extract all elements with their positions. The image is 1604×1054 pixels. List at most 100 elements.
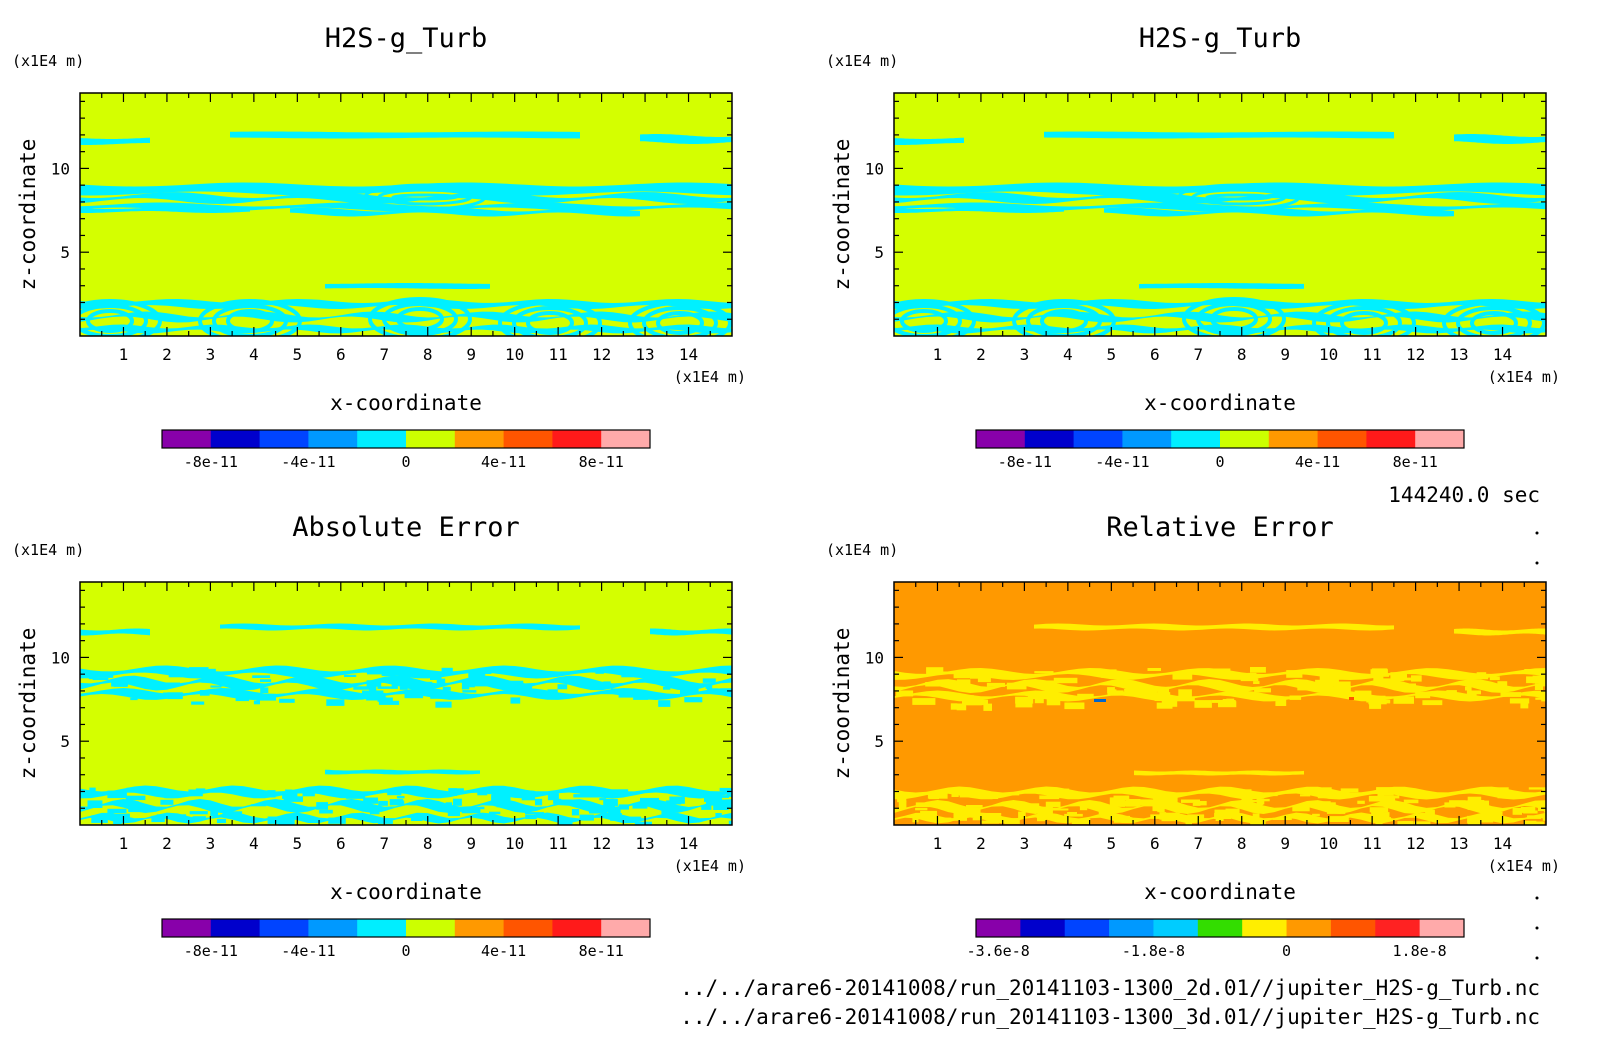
colorbar-swatch (601, 919, 651, 937)
colorbar-tick-label: 4e-11 (481, 453, 526, 471)
panel-1: H2S-g_Turb(x1E4 m)1 2 3 4 5 6 7 8 9 10 11 12 13 14510… (12, 23, 746, 471)
colorbar-swatch (357, 919, 407, 937)
x-tick-label: 4 (1063, 834, 1073, 853)
colorbar-tick-label: 0 (1215, 453, 1224, 471)
colorbar-tick-label: 4e-11 (1295, 453, 1340, 471)
x-tick-label: 5 (1107, 345, 1117, 364)
x-tick-label: 11 (1363, 345, 1382, 364)
colorbar-swatch (1020, 919, 1066, 937)
y-axis-label: z-coordinate (830, 139, 854, 291)
x-tick-label: 1 (933, 345, 943, 364)
y-tick-label: 10 (865, 159, 884, 178)
y-axis-label: z-coordinate (16, 628, 40, 780)
y-tick-label: 5 (60, 243, 70, 262)
x-tick-label: 14 (679, 834, 698, 853)
colorbar-swatch (406, 919, 456, 937)
x-tick-label: 3 (206, 345, 216, 364)
x-tick-label: 12 (1406, 834, 1425, 853)
colorbar-swatch (552, 919, 602, 937)
colorbar-swatch (601, 430, 651, 448)
colorbar-frame (975, 918, 1465, 938)
colorbar-frame (161, 429, 651, 449)
colorbar-tick-label: -1.8e-8 (1122, 942, 1185, 960)
x-tick-label: 2 (976, 834, 986, 853)
x-tick-label: 4 (249, 345, 259, 364)
heatmap-field (894, 93, 1546, 336)
colorbar-tick-label: 4e-11 (481, 942, 526, 960)
x-axis-label: x-coordinate (1144, 880, 1296, 904)
colorbar-swatch (1366, 430, 1416, 448)
colorbar-swatch (976, 430, 1026, 448)
source-file-3d: ../../arare6-20141008/run_20141103-1300_… (680, 1005, 1540, 1029)
y-tick-label: 5 (874, 732, 884, 751)
x-tick-label: 9 (466, 345, 476, 364)
heatmap-field (80, 93, 732, 336)
colorbar-tick-label: 0 (401, 942, 410, 960)
colorbar-tick-label: -3.6e-8 (967, 942, 1030, 960)
x-tick-label: 11 (1363, 834, 1382, 853)
panel-2: H2S-g_Turb(x1E4 m)1 2 3 4 5 6 7 8 9 10 11 12 13 14510… (826, 23, 1560, 471)
chart-title: H2S-g_Turb (325, 23, 488, 54)
x-tick-label: 6 (1150, 345, 1160, 364)
y-unit-label: (x1E4 m) (12, 541, 84, 559)
x-tick-label: 10 (505, 834, 524, 853)
x-tick-label: 6 (1150, 834, 1160, 853)
colorbar-swatch (162, 919, 212, 937)
colorbar-swatch (1024, 430, 1075, 448)
x-tick-label: 1 (119, 345, 129, 364)
x-tick-label: 9 (466, 834, 476, 853)
x-tick-label: 2 (162, 834, 172, 853)
colorbar-swatch (259, 430, 309, 448)
heatmap-field (894, 582, 1546, 825)
y-tick-label: 10 (51, 648, 70, 667)
y-unit-label: (x1E4 m) (12, 52, 84, 70)
x-tick-label: 2 (976, 345, 986, 364)
x-tick-label: 8 (423, 345, 433, 364)
side-dots (1535, 531, 1539, 960)
colorbar-swatch (503, 919, 553, 937)
colorbar-swatch (1242, 919, 1288, 937)
y-unit-label: (x1E4 m) (826, 541, 898, 559)
x-tick-label: 13 (1449, 834, 1468, 853)
colorbar-tick-label: 0 (401, 453, 410, 471)
colorbar-swatch (1197, 919, 1243, 937)
x-tick-label: 7 (1193, 834, 1203, 853)
colorbar-swatch (976, 919, 1021, 937)
y-unit-label: (x1E4 m) (826, 52, 898, 70)
x-tick-label: 12 (1406, 345, 1425, 364)
x-tick-label: 3 (1020, 834, 1030, 853)
y-tick-label: 5 (874, 243, 884, 262)
x-unit-label: (x1E4 m) (1488, 857, 1560, 875)
colorbar-swatch (259, 919, 309, 937)
x-tick-label: 13 (1449, 345, 1468, 364)
colorbar-tick-label: -4e-11 (281, 453, 335, 471)
x-tick-label: 8 (1237, 834, 1247, 853)
x-tick-label: 5 (293, 834, 303, 853)
x-tick-label: 12 (592, 345, 611, 364)
x-tick-label: 10 (1319, 345, 1338, 364)
x-tick-label: 13 (635, 345, 654, 364)
x-tick-label: 10 (505, 345, 524, 364)
chart-title: H2S-g_Turb (1139, 23, 1302, 54)
colorbar-swatch (1286, 919, 1332, 937)
colorbar-swatch (552, 430, 602, 448)
x-axis-label: x-coordinate (330, 391, 482, 415)
x-tick-label: 4 (1063, 345, 1073, 364)
x-unit-label: (x1E4 m) (1488, 368, 1560, 386)
x-tick-label: 6 (336, 834, 346, 853)
time-label: 144240.0 sec (1388, 483, 1540, 507)
x-axis-label: x-coordinate (1144, 391, 1296, 415)
colorbar-swatch (1109, 919, 1154, 937)
x-tick-label: 12 (592, 834, 611, 853)
x-tick-label: 5 (293, 345, 303, 364)
x-tick-label: 7 (1193, 345, 1203, 364)
colorbar-swatch (454, 919, 505, 937)
x-tick-label: 7 (379, 834, 389, 853)
colorbar-swatch (1375, 919, 1421, 937)
colorbar-tick-label: 8e-11 (579, 453, 624, 471)
x-tick-label: 4 (249, 834, 259, 853)
x-tick-label: 5 (1107, 834, 1117, 853)
x-unit-label: (x1E4 m) (674, 857, 746, 875)
x-tick-label: 8 (1237, 345, 1247, 364)
